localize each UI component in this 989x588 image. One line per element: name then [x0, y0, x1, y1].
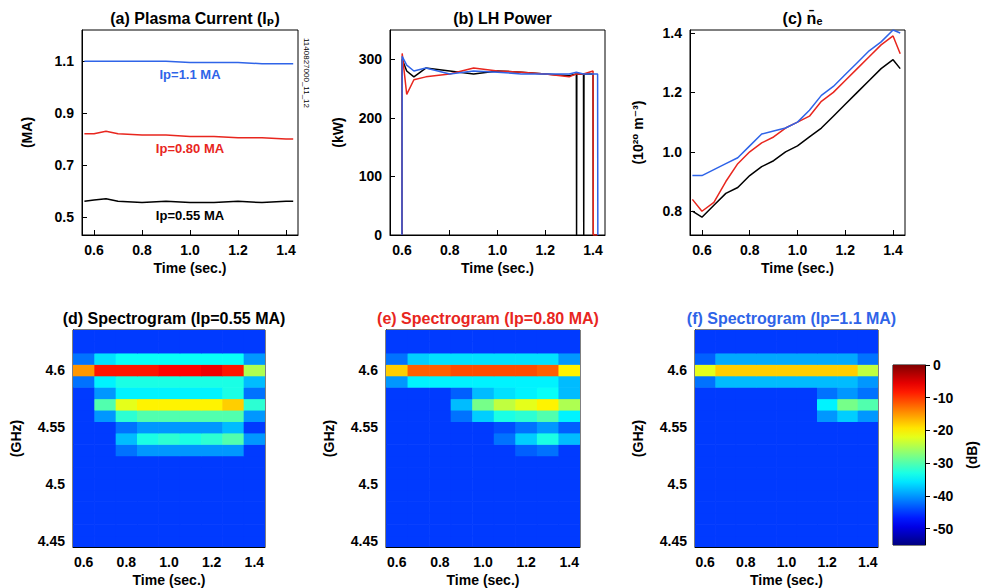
svg-text:0.6: 0.6: [392, 242, 412, 258]
svg-text:1.0: 1.0: [488, 242, 508, 258]
svg-text:4.6: 4.6: [668, 362, 688, 378]
svg-text:4.45: 4.45: [660, 533, 687, 549]
svg-text:-10: -10: [933, 390, 953, 406]
svg-text:1.0: 1.0: [663, 144, 683, 160]
svg-text:Time (sec.): Time (sec.): [154, 260, 227, 276]
svg-text:1.0: 1.0: [180, 242, 200, 258]
svg-text:(c) n̄ₑ: (c) n̄ₑ: [783, 9, 823, 27]
svg-text:0.8: 0.8: [736, 554, 756, 570]
svg-text:1.2: 1.2: [817, 554, 837, 570]
svg-text:Ip=1.1 MA: Ip=1.1 MA: [159, 67, 221, 82]
svg-text:100: 100: [359, 168, 383, 184]
svg-text:0.9: 0.9: [55, 105, 75, 121]
svg-text:4.5: 4.5: [46, 476, 66, 492]
svg-text:1.4: 1.4: [583, 242, 603, 258]
svg-text:4.6: 4.6: [46, 362, 66, 378]
svg-text:(GHz): (GHz): [8, 420, 24, 457]
svg-text:4.45: 4.45: [38, 533, 65, 549]
svg-text:Time (sec.): Time (sec.): [133, 572, 206, 588]
svg-text:4.5: 4.5: [668, 476, 688, 492]
svg-text:4.5: 4.5: [359, 476, 379, 492]
svg-text:1.2: 1.2: [663, 84, 683, 100]
svg-text:0.6: 0.6: [74, 554, 94, 570]
svg-text:0.6: 0.6: [387, 554, 407, 570]
svg-text:1.0: 1.0: [777, 554, 797, 570]
svg-text:200: 200: [359, 110, 383, 126]
svg-text:1.4: 1.4: [245, 554, 265, 570]
svg-text:-50: -50: [933, 521, 953, 537]
svg-text:0.6: 0.6: [695, 554, 715, 570]
svg-text:1140827000_11_12: 1140827000_11_12: [302, 38, 311, 109]
svg-text:0.8: 0.8: [740, 242, 760, 258]
svg-text:0: 0: [933, 357, 941, 373]
svg-text:0.7: 0.7: [55, 157, 75, 173]
svg-text:(dB): (dB): [964, 441, 980, 469]
svg-text:1.0: 1.0: [788, 242, 808, 258]
svg-text:(d) Spectrogram (Ip=0.55 MA): (d) Spectrogram (Ip=0.55 MA): [63, 310, 286, 327]
svg-text:1.4: 1.4: [858, 554, 878, 570]
svg-text:(GHz): (GHz): [630, 420, 646, 457]
svg-text:4.55: 4.55: [660, 419, 687, 435]
svg-text:1.4: 1.4: [276, 242, 296, 258]
svg-text:1.1: 1.1: [55, 53, 75, 69]
svg-text:0.6: 0.6: [84, 242, 104, 258]
svg-text:0.8: 0.8: [440, 242, 460, 258]
svg-text:1.4: 1.4: [883, 242, 903, 258]
svg-text:1.2: 1.2: [516, 554, 536, 570]
svg-text:4.45: 4.45: [351, 533, 378, 549]
svg-text:0.5: 0.5: [55, 209, 75, 225]
svg-text:(GHz): (GHz): [321, 420, 337, 457]
svg-text:0: 0: [374, 227, 382, 243]
svg-text:4.55: 4.55: [351, 419, 378, 435]
svg-text:(MA): (MA): [19, 117, 35, 148]
svg-text:1.2: 1.2: [836, 242, 856, 258]
svg-text:1.4: 1.4: [559, 554, 579, 570]
svg-text:1.0: 1.0: [159, 554, 179, 570]
svg-text:Time (sec.): Time (sec.): [761, 260, 834, 276]
svg-text:4.6: 4.6: [359, 362, 379, 378]
svg-text:1.2: 1.2: [536, 242, 556, 258]
svg-text:(f) Spectrogram (Ip=1.1 MA): (f) Spectrogram (Ip=1.1 MA): [687, 310, 896, 327]
svg-text:Time (sec.): Time (sec.): [447, 572, 520, 588]
svg-text:(10²⁰ m⁻³): (10²⁰ m⁻³): [630, 100, 646, 164]
svg-text:-20: -20: [933, 422, 953, 438]
svg-text:0.8: 0.8: [663, 203, 683, 219]
svg-text:Ip=0.55 MA: Ip=0.55 MA: [156, 208, 225, 223]
svg-text:0.6: 0.6: [692, 242, 712, 258]
svg-text:Time (sec.): Time (sec.): [750, 572, 823, 588]
svg-text:(e) Spectrogram (Ip=0.80 MA): (e) Spectrogram (Ip=0.80 MA): [377, 310, 599, 327]
svg-text:0.8: 0.8: [132, 242, 152, 258]
svg-text:1.0: 1.0: [473, 554, 493, 570]
svg-text:(kW): (kW): [330, 117, 346, 147]
svg-text:-30: -30: [933, 455, 953, 471]
svg-text:-40: -40: [933, 488, 953, 504]
svg-text:1.2: 1.2: [228, 242, 248, 258]
svg-text:1.4: 1.4: [663, 25, 683, 41]
svg-text:(b) LH Power: (b) LH Power: [453, 10, 552, 27]
svg-text:Ip=0.80 MA: Ip=0.80 MA: [156, 141, 225, 156]
svg-text:0.8: 0.8: [430, 554, 450, 570]
svg-text:(a) Plasma Current (Iₚ): (a) Plasma Current (Iₚ): [110, 10, 279, 27]
svg-text:1.2: 1.2: [202, 554, 222, 570]
svg-text:Time (sec.): Time (sec.): [461, 260, 534, 276]
svg-text:4.55: 4.55: [38, 419, 65, 435]
svg-text:0.8: 0.8: [117, 554, 137, 570]
svg-text:300: 300: [359, 51, 383, 67]
